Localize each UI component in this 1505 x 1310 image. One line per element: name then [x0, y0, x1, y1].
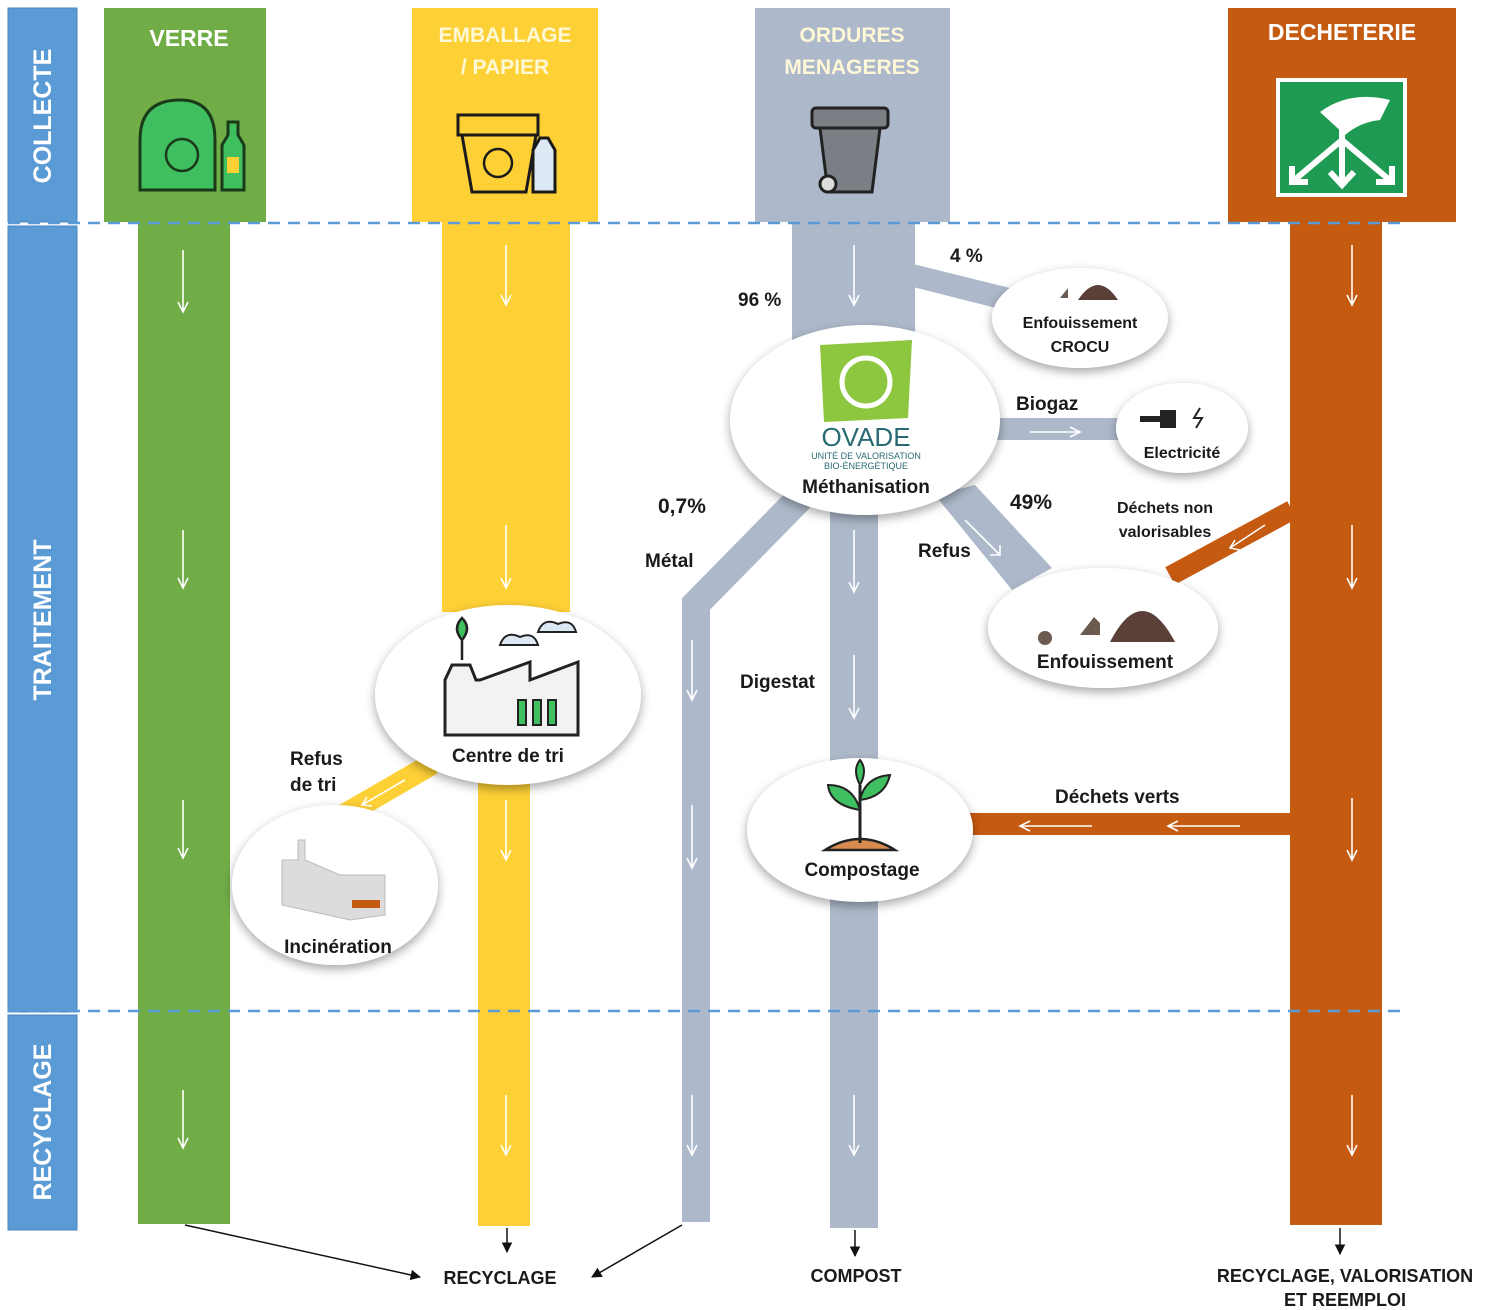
flow-label: Biogaz — [1016, 394, 1078, 415]
node-methanisation: OVADE UNITÉ DE VALORISATION BIO-ÉNERGÉTI… — [730, 325, 1000, 515]
flow-band — [682, 488, 810, 1222]
output-label: COMPOST — [810, 1266, 901, 1286]
node-label: CROCU — [1051, 339, 1110, 356]
flow-label: Métal — [645, 551, 694, 572]
flow-label: valorisables — [1119, 524, 1212, 541]
flow-band — [138, 222, 230, 1224]
phase-recyclage — [7, 1014, 78, 1231]
flow-band — [1165, 501, 1297, 585]
node-enfouissement-crocu: Enfouissement CROCU — [992, 268, 1168, 368]
decheterie-icon — [1276, 78, 1407, 197]
output-label: RECYCLAGE — [443, 1268, 556, 1288]
phase-traitement — [7, 225, 78, 1013]
flow-label: Refus — [290, 749, 343, 770]
phase-bar: COLLECTE TRAITEMENT RECYCLAGE — [7, 7, 78, 1231]
flow-label: 49% — [1010, 491, 1052, 514]
emballage-icon — [456, 113, 557, 194]
flow-label: 96 % — [738, 290, 781, 311]
stream-title: EMBALLAGE — [439, 24, 572, 47]
flow-label: 0,7% — [658, 495, 706, 518]
node-compostage: Compostage — [747, 758, 973, 902]
phase-collecte — [7, 7, 78, 223]
stream-title: ORDURES — [799, 24, 904, 47]
ordures-icon — [810, 106, 890, 194]
stream-title: DECHETERIE — [1268, 19, 1416, 45]
flow-label: Déchets non — [1117, 500, 1213, 517]
output-label: ET REEMPLOI — [1284, 1290, 1406, 1310]
phase-label: COLLECTE — [29, 49, 57, 184]
logo-subtext: UNITÉ DE VALORISATION — [811, 451, 921, 461]
flow-label: de tri — [290, 775, 336, 796]
node-label: Electricité — [1144, 445, 1221, 462]
logo-subtext: BIO-ÉNERGÉTIQUE — [824, 461, 908, 471]
node-label: Centre de tri — [452, 746, 564, 767]
node-label: Enfouissement — [1037, 652, 1174, 673]
flow-arrows — [177, 245, 1358, 1157]
logo-text: OVADE — [821, 422, 910, 452]
flow-band — [965, 813, 1292, 835]
phase-label: TRAITEMENT — [29, 539, 57, 700]
flow-band — [1290, 222, 1382, 1225]
verre-icon — [138, 98, 246, 192]
node-incineration: Incinération — [232, 805, 438, 965]
output-label: RECYCLAGE, VALORISATION — [1217, 1266, 1473, 1286]
flow-band — [985, 418, 1125, 440]
node-label: Enfouissement — [1023, 315, 1138, 332]
stream-title: / PAPIER — [461, 56, 549, 79]
node-centre-de-tri: Centre de tri — [375, 605, 641, 785]
output-arrows — [184, 1224, 1346, 1281]
decheterie-stream — [965, 8, 1456, 1225]
phase-label: RECYCLAGE — [29, 1044, 57, 1201]
flow-band — [935, 485, 1052, 590]
flow-label: Digestat — [740, 672, 816, 693]
flow-label: 4 % — [950, 246, 983, 267]
flow-label: Déchets verts — [1055, 787, 1180, 808]
flow-band — [478, 770, 530, 1226]
stream-title: VERRE — [149, 25, 228, 51]
node-enfouissement: Enfouissement — [988, 568, 1218, 688]
flow-band — [905, 262, 1010, 310]
stream-title: MENAGERES — [784, 56, 919, 79]
flow-label: Refus — [918, 541, 971, 562]
node-electricite: Electricité — [1116, 383, 1248, 473]
node-label: Méthanisation — [802, 477, 930, 498]
node-label: Incinération — [284, 937, 392, 958]
node-label: Compostage — [804, 860, 919, 881]
